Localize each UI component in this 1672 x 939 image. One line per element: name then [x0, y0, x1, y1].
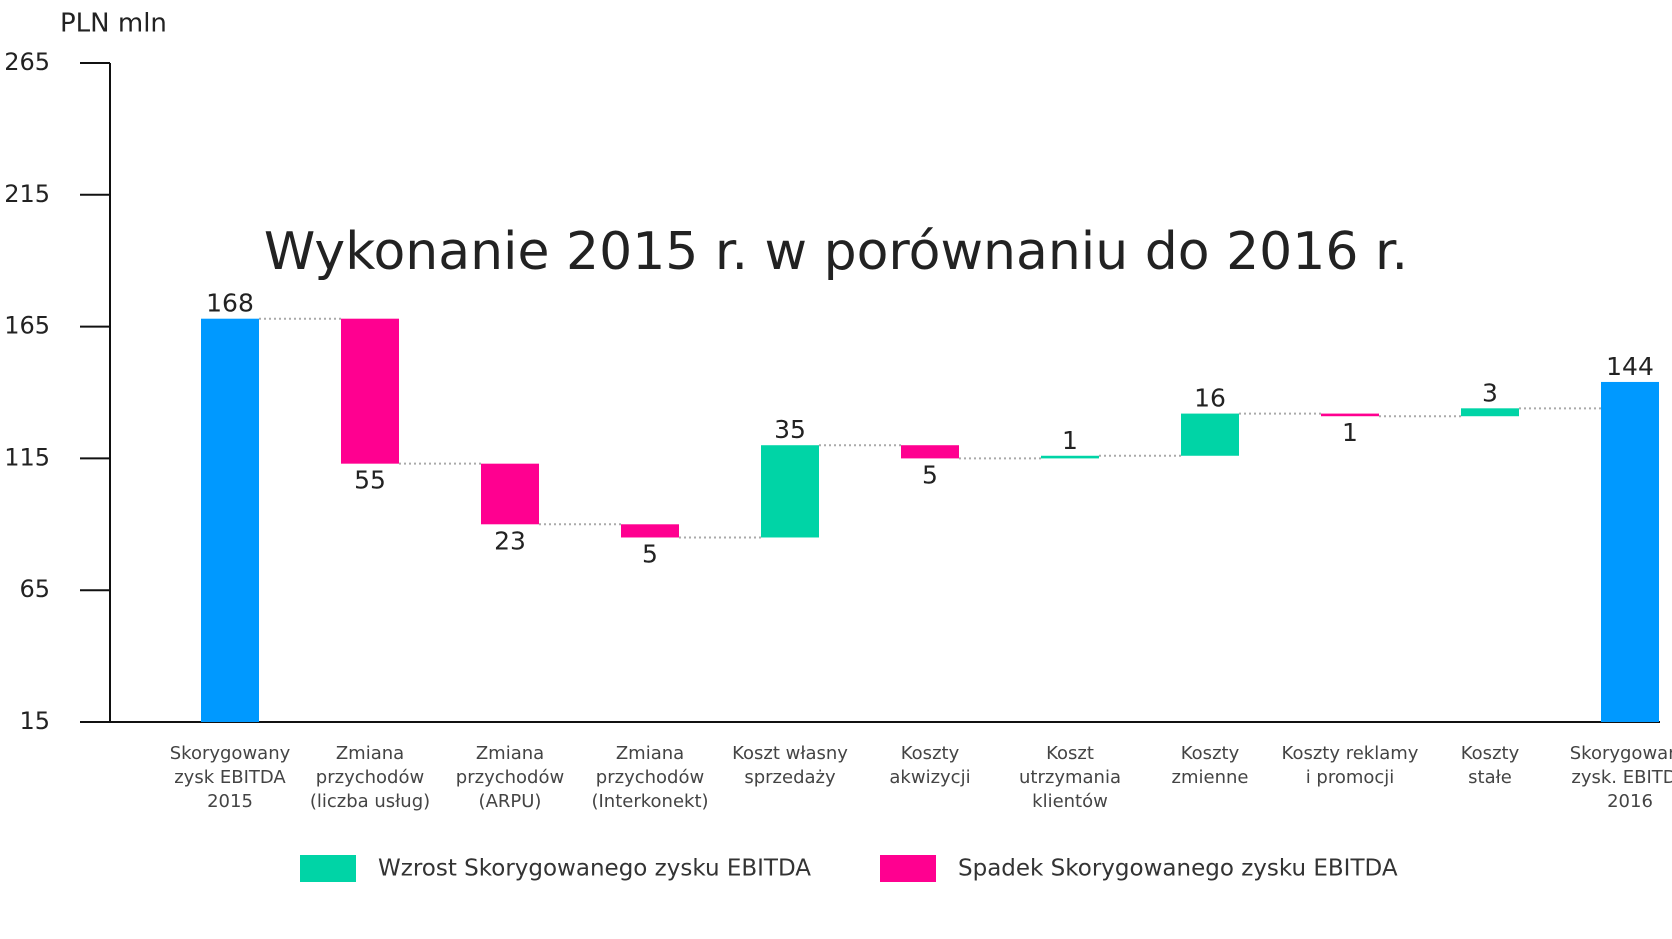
value-label: 23	[494, 526, 526, 555]
value-label: 3	[1482, 378, 1498, 407]
x-tick-label: Skorygowany	[170, 743, 291, 764]
y-axis-label: PLN mln	[60, 9, 167, 39]
x-tick-label: Zmiana	[336, 743, 404, 764]
x-tick-label: Koszty reklamy	[1282, 743, 1419, 764]
x-tick-label: zysk. EBITDA	[1571, 767, 1672, 788]
x-tick-label: stałe	[1468, 767, 1512, 788]
legend-swatch	[880, 855, 936, 882]
x-tick-label: Zmiana	[616, 743, 684, 764]
y-tick-label: 65	[19, 575, 50, 603]
value-label: 16	[1194, 384, 1226, 413]
x-tick-label: (Interkonekt)	[591, 791, 708, 812]
value-label: 144	[1606, 352, 1654, 381]
x-tick-label: 2016	[1607, 791, 1653, 812]
x-tick-label: utrzymania	[1019, 767, 1121, 788]
x-tick-label: Koszty	[1461, 743, 1520, 764]
bar	[621, 524, 679, 538]
value-label: 5	[642, 539, 658, 568]
x-tick-label: przychodów	[596, 767, 704, 788]
x-tick-label: przychodów	[316, 767, 424, 788]
x-tick-label: Koszty	[901, 743, 960, 764]
x-tick-label: 2015	[207, 791, 253, 812]
y-tick-label: 215	[4, 180, 50, 208]
x-tick-label: sprzedaży	[744, 767, 836, 788]
x-tick-label: Zmiana	[476, 743, 544, 764]
bar	[1321, 413, 1379, 417]
value-label: 55	[354, 466, 386, 495]
bar	[1041, 455, 1099, 459]
bar	[1461, 408, 1519, 417]
x-tick-label: Koszt własny	[732, 743, 848, 764]
x-tick-label: akwizycji	[889, 767, 970, 788]
legend-swatch	[300, 855, 356, 882]
bar	[761, 445, 819, 538]
x-tick-label: zysk EBITDA	[174, 767, 286, 788]
x-tick-label: (ARPU)	[479, 791, 542, 812]
x-tick-label: przychodów	[456, 767, 564, 788]
x-tick-label: Koszty	[1181, 743, 1240, 764]
x-tick-label: zmienne	[1172, 767, 1249, 788]
value-label: 1	[1342, 418, 1358, 447]
bar	[481, 463, 539, 525]
x-tick-label: (liczba usług)	[310, 791, 430, 812]
value-label: 168	[206, 289, 254, 318]
y-tick-label: 165	[4, 312, 50, 340]
bar	[1181, 413, 1239, 456]
bar	[341, 318, 399, 464]
legend-label: Spadek Skorygowanego zysku EBITDA	[958, 856, 1398, 882]
bar	[201, 318, 259, 722]
x-tick-label: klientów	[1032, 791, 1108, 812]
y-tick-label: 265	[4, 48, 50, 76]
bar	[901, 445, 959, 459]
x-tick-label: i promocji	[1306, 767, 1395, 788]
x-tick-label: Koszt	[1046, 743, 1094, 764]
value-label: 35	[774, 415, 806, 444]
chart-title: Wykonanie 2015 r. w porównaniu do 2016 r…	[264, 222, 1408, 282]
value-label: 5	[922, 460, 938, 489]
x-tick-label: Skorygowany	[1570, 743, 1672, 764]
bar	[1601, 381, 1659, 722]
y-tick-label: 15	[19, 707, 50, 735]
value-label: 1	[1062, 426, 1078, 455]
y-tick-label: 115	[4, 443, 50, 471]
legend-label: Wzrost Skorygowanego zysku EBITDA	[378, 856, 811, 882]
